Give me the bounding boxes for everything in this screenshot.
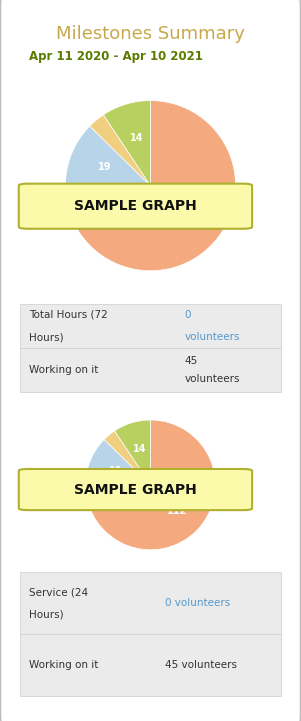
Text: 45 volunteers: 45 volunteers xyxy=(165,660,237,671)
Text: Hours): Hours) xyxy=(29,332,64,342)
Text: Milestones Summary: Milestones Summary xyxy=(56,25,245,43)
Text: SAMPLE GRAPH: SAMPLE GRAPH xyxy=(74,482,197,497)
Text: Apr 11 2020 - Apr 10 2021: Apr 11 2020 - Apr 10 2021 xyxy=(29,50,203,63)
Text: 0 volunteers: 0 volunteers xyxy=(165,598,230,609)
Wedge shape xyxy=(104,101,150,186)
Text: Working on it: Working on it xyxy=(29,660,98,671)
Text: 112: 112 xyxy=(175,215,196,225)
Text: SAMPLE GRAPH: SAMPLE GRAPH xyxy=(74,199,197,213)
Wedge shape xyxy=(104,431,150,485)
Text: Total Hours (72: Total Hours (72 xyxy=(29,310,107,319)
Text: 19: 19 xyxy=(109,466,122,476)
Text: 112: 112 xyxy=(167,506,188,516)
Text: 45: 45 xyxy=(185,356,198,366)
FancyBboxPatch shape xyxy=(19,469,252,510)
Text: 19: 19 xyxy=(98,162,111,172)
Text: 14: 14 xyxy=(129,133,143,143)
FancyBboxPatch shape xyxy=(20,572,281,696)
Wedge shape xyxy=(90,115,150,186)
Text: Working on it: Working on it xyxy=(29,366,98,375)
Text: 14: 14 xyxy=(133,444,146,454)
Wedge shape xyxy=(65,101,236,270)
Text: Hours): Hours) xyxy=(29,610,64,619)
Text: volunteers: volunteers xyxy=(185,332,240,342)
FancyBboxPatch shape xyxy=(19,184,252,229)
FancyBboxPatch shape xyxy=(20,304,281,392)
Wedge shape xyxy=(85,440,150,486)
Text: volunteers: volunteers xyxy=(185,374,240,384)
Text: 0: 0 xyxy=(185,310,191,319)
Wedge shape xyxy=(65,126,150,187)
Wedge shape xyxy=(115,420,150,485)
Wedge shape xyxy=(85,420,216,549)
Text: Service (24: Service (24 xyxy=(29,587,88,597)
